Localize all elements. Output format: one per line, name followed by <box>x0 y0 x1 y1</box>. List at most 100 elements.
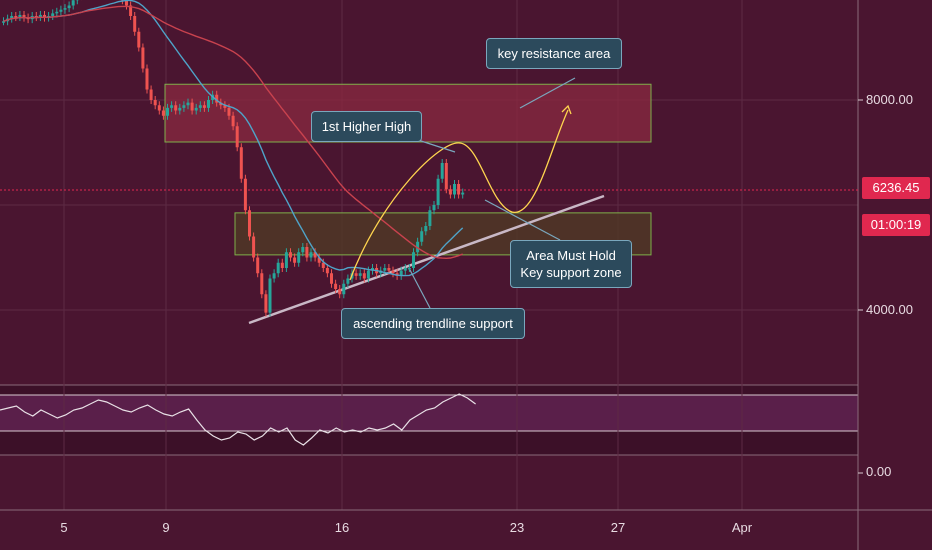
candle-body <box>268 278 272 313</box>
candle-body <box>157 105 161 111</box>
candle-body <box>391 270 395 274</box>
candle-body <box>227 107 231 116</box>
candle-body <box>215 94 219 103</box>
candle-body <box>202 105 206 108</box>
candle-body <box>190 102 194 111</box>
last-price-tag: 6236.45 <box>862 177 930 199</box>
candle-body <box>248 210 251 237</box>
x-tick-9: 9 <box>162 520 170 535</box>
resistance-callout[interactable]: key resistance area <box>486 38 622 69</box>
candle-body <box>457 184 461 195</box>
projection-curve <box>349 109 569 281</box>
candle-body <box>321 262 325 268</box>
candle-body <box>301 247 305 253</box>
trendline-pointer <box>409 269 431 309</box>
candle-body <box>325 268 329 274</box>
candle-body <box>338 289 342 295</box>
candle-body <box>420 231 424 242</box>
candle-body <box>67 5 71 9</box>
candle-body <box>170 105 174 108</box>
candle-body <box>297 252 301 263</box>
x-tick-16: 16 <box>334 520 350 535</box>
y-tick-4000: 4000.00 <box>866 302 913 317</box>
candle-body <box>289 252 292 258</box>
candle-body <box>223 105 227 108</box>
candle-body <box>407 268 411 270</box>
candle-body <box>125 0 128 6</box>
candle-body <box>71 0 75 6</box>
candle-body <box>51 13 55 16</box>
candle-body <box>149 89 153 100</box>
candle-body <box>432 205 436 211</box>
candle-body <box>161 110 165 116</box>
candle-body <box>272 273 276 279</box>
candle-body <box>330 273 333 284</box>
candle-body <box>141 47 145 69</box>
candle-body <box>59 9 63 12</box>
x-tick-5: 5 <box>60 520 68 535</box>
candle-body <box>129 5 133 16</box>
candle-body <box>366 270 370 279</box>
candle-body <box>387 268 391 271</box>
candle-body <box>317 257 321 263</box>
candle-body <box>293 257 297 263</box>
candle-body <box>313 252 317 258</box>
candle-body <box>264 294 268 313</box>
candle-body <box>55 11 59 14</box>
candle-body <box>194 107 198 111</box>
candle-body <box>182 105 186 108</box>
candle-body <box>252 236 256 258</box>
ma-slow-line <box>3 5 463 260</box>
candle-body <box>178 107 182 111</box>
candle-body <box>243 178 247 211</box>
candle-body <box>342 283 346 295</box>
candle-body <box>276 262 280 274</box>
candle-body <box>424 226 428 232</box>
candle-body <box>235 126 239 148</box>
osc-band <box>0 395 858 431</box>
countdown-tag: 01:00:19 <box>862 214 930 236</box>
candle-body <box>153 100 157 106</box>
candle-body <box>137 31 141 48</box>
candle-body <box>34 16 38 18</box>
resistance-pointer <box>519 77 576 109</box>
candle-body <box>63 8 67 10</box>
candle-body <box>166 107 169 116</box>
candle-body <box>133 16 137 32</box>
y-tick-8000: 8000.00 <box>866 92 913 107</box>
candle-body <box>38 14 42 18</box>
candle-body <box>436 178 440 205</box>
candle-body <box>346 278 350 284</box>
support-pointer <box>484 199 561 241</box>
candle-body <box>145 68 149 90</box>
osc-y-tick-0: 0.00 <box>866 464 892 479</box>
candle-body <box>305 247 309 258</box>
candle-body <box>334 283 338 289</box>
x-tick-apr: Apr <box>731 520 753 535</box>
oscillator-line <box>0 393 476 446</box>
ascending-trendline <box>248 194 605 325</box>
support-callout-line2: Key support zone <box>520 265 622 280</box>
candle-body <box>207 100 210 108</box>
candle-body <box>186 102 190 106</box>
candle-body <box>440 163 444 179</box>
higher-high-pointer <box>417 139 456 153</box>
candle-body <box>453 184 456 195</box>
higher-high-callout[interactable]: 1st Higher High <box>311 111 422 142</box>
candle-body <box>231 115 235 127</box>
candle-body <box>412 252 415 268</box>
candle-body <box>371 268 374 271</box>
candle-body <box>284 252 288 268</box>
trendline-callout[interactable]: ascending trendline support <box>341 308 525 339</box>
candle-body <box>260 273 264 295</box>
support-callout[interactable]: Area Must Hold Key support zone <box>510 240 632 288</box>
candle-body <box>2 21 5 23</box>
candle-body <box>256 257 260 274</box>
candle-body <box>461 192 465 195</box>
x-tick-27: 27 <box>610 520 626 535</box>
candle-body <box>10 16 14 19</box>
support-callout-line1: Area Must Hold <box>526 248 616 263</box>
candle-body <box>22 14 26 18</box>
candle-body <box>309 252 313 258</box>
